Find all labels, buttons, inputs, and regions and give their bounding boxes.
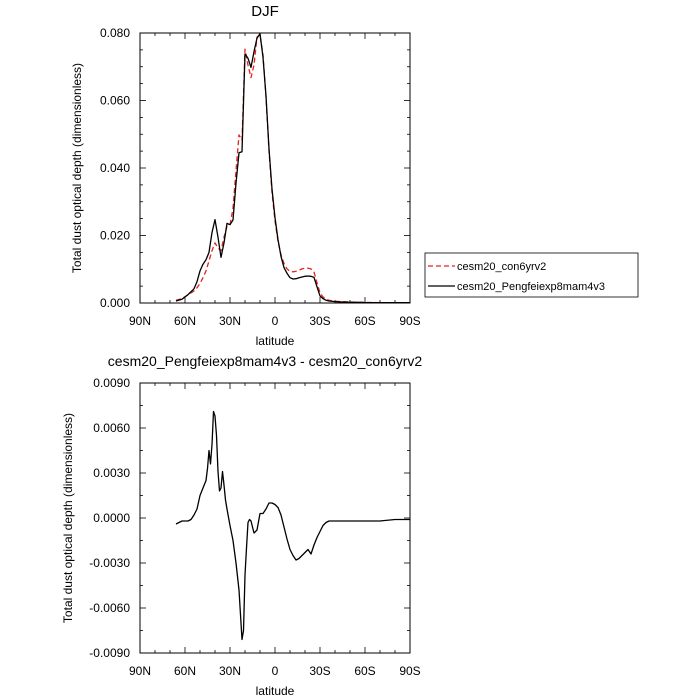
legend-box [424, 252, 639, 298]
y-tick-label: 0.0000 [93, 511, 130, 525]
plot-frame-bottom [139, 382, 411, 654]
x-tick-labels-top: 90N 60N 30N 0 30S 60S 90S [129, 314, 421, 328]
y-axis-label-top: Total dust optical depth (dimensionless) [70, 63, 84, 273]
legend-label-experiment: cesm20_Pengfeiexp8mam4v3 [457, 281, 605, 293]
y-tick-label: 0.0060 [93, 421, 130, 435]
y-axis-label-bottom: Total dust optical depth (dimensionless) [61, 413, 75, 623]
x-tick-label: 0 [272, 664, 279, 678]
x-tick-label: 90S [399, 314, 420, 328]
x-tick-label: 30N [219, 314, 241, 328]
y-tick-label: 0.0090 [93, 376, 130, 390]
y-tick-label: 0.0030 [93, 466, 130, 480]
plot-lines-bottom [175, 410, 410, 641]
y-tick-label: 0.040 [100, 161, 130, 175]
plot-lines-top [175, 33, 410, 304]
x-axis-label-top: latitude [256, 334, 295, 348]
chart-title-bottom: cesm20_Pengfeiexp8mam4v3 - cesm20_con6yr… [108, 353, 423, 369]
y-tick-label: -0.0030 [89, 556, 130, 570]
x-axis-label-bottom: latitude [256, 684, 295, 698]
plot-frame-top [139, 32, 411, 304]
y-tick-labels-top: 0.000 0.020 0.040 0.060 0.080 [100, 26, 130, 310]
legend-label-control: cesm20_con6yrv2 [457, 261, 546, 273]
chart-title-top: DJF [251, 3, 279, 20]
y-tick-label: -0.0060 [89, 601, 130, 615]
y-tick-label: 0.080 [100, 26, 130, 40]
series-line-difference [175, 410, 410, 641]
y-tick-label: -0.0090 [89, 646, 130, 660]
x-tick-labels-bottom: 90N 60N 30N 0 30S 60S 90S [129, 664, 421, 678]
x-tick-label: 60S [354, 664, 375, 678]
tick-marks-top [139, 32, 411, 304]
tick-marks-bottom [139, 382, 411, 654]
x-tick-label: 90N [129, 664, 151, 678]
x-tick-label: 90N [129, 314, 151, 328]
x-tick-label: 0 [272, 314, 279, 328]
series-line-cesm20-con6yrv2 [175, 34, 410, 304]
x-tick-label: 60N [174, 314, 196, 328]
y-tick-label: 0.060 [100, 94, 130, 108]
x-tick-label: 30S [309, 664, 330, 678]
legend: cesm20_con6yrv2 cesm20_Pengfeiexp8mam4v3 [424, 252, 639, 298]
series-line-cesm20-pengfeiexp8mam4v3 [175, 33, 410, 304]
panel-top-djf: DJF 0.000 0.020 0.040 0.060 0.080 90N 60N 30N 0… [70, 3, 421, 348]
x-tick-label: 60N [174, 664, 196, 678]
x-tick-label: 60S [354, 314, 375, 328]
y-tick-label: 0.020 [100, 229, 130, 243]
panel-bottom-difference: cesm20_Pengfeiexp8mam4v3 - cesm20_con6yr… [61, 353, 422, 698]
x-tick-label: 30S [309, 314, 330, 328]
y-tick-label: 0.000 [100, 296, 130, 310]
x-tick-label: 90S [399, 664, 420, 678]
x-tick-label: 30N [219, 664, 241, 678]
y-tick-labels-bottom: -0.0090 -0.0060 -0.0030 0.0000 0.0030 0.0060 0… [89, 376, 130, 660]
